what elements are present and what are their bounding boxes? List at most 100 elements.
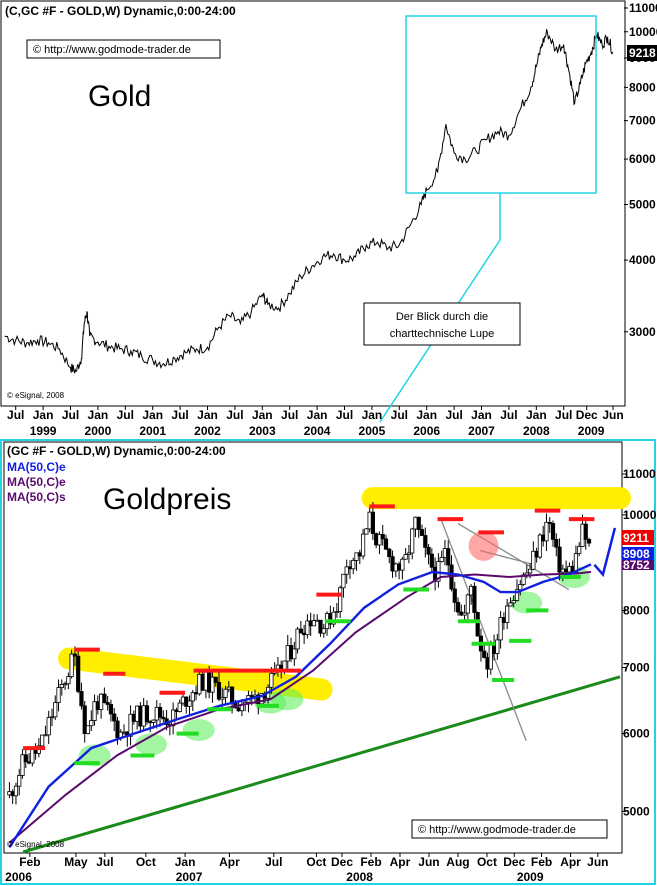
bottom-copyright: © http://www.godmode-trader.de (418, 824, 576, 836)
bottom-last-value-3: 8752 (623, 558, 650, 572)
bottom-chart-title: Goldpreis (103, 483, 231, 516)
top-y-tick-label: 5000 (629, 197, 656, 211)
top-x-month-label: Jul (281, 408, 298, 422)
top-y-tick-label: 11000 (629, 1, 657, 15)
candle-body (334, 611, 339, 614)
top-x-month-label: Jul (7, 408, 24, 422)
candle-body (177, 702, 182, 712)
top-x-month-label: Jan (33, 408, 54, 422)
candle-body (406, 552, 412, 555)
candle-body (62, 683, 68, 686)
top-x-month-label: Jan (88, 408, 109, 422)
candle-body (426, 546, 431, 555)
candle-body (423, 535, 428, 548)
last-value-box-3 (622, 559, 654, 570)
projection-arrow (593, 527, 617, 578)
top-x-month-label: Jul (336, 408, 353, 422)
candle-body (72, 653, 78, 657)
bottom-last-value-2: 8908 (623, 547, 650, 561)
candle-body (311, 620, 317, 627)
candle-body (85, 725, 91, 734)
top-y-tick-label: 8000 (629, 80, 656, 94)
candle-body (56, 687, 61, 703)
bottom-x-year-label: 2007 (176, 870, 203, 884)
yellow-zone (58, 647, 333, 701)
candle-body (387, 548, 392, 558)
callout-line-1: Der Blick durch die (396, 311, 488, 323)
candle-body (554, 538, 559, 548)
candle-body (403, 554, 408, 560)
bottom-last-value-1: 9211 (623, 531, 649, 545)
top-x-month-label: Jul (62, 408, 79, 422)
candle-body (46, 717, 51, 736)
bottom-x-month-label: Dec (331, 855, 353, 869)
top-y-tick-label: 4000 (629, 253, 656, 267)
candle-body (128, 713, 133, 737)
candle-body (557, 546, 562, 573)
top-x-month-label: Jan (362, 408, 383, 422)
candle-body (462, 612, 467, 616)
bottom-x-month-label: Aug (446, 855, 469, 869)
zoom-box (405, 15, 597, 194)
top-x-year-label: 1999 (30, 424, 57, 438)
candle-body (360, 533, 366, 557)
bottom-x-month-label: Feb (531, 855, 552, 869)
grey-trendline (440, 518, 527, 741)
top-x-month-label: Jun (602, 408, 623, 422)
bottom-x-month-label: Dec (503, 855, 525, 869)
candle-body (439, 556, 444, 562)
top-x-year-label: 2006 (413, 424, 440, 438)
bottom-x-month-label: Jul (96, 855, 113, 869)
candle-body (364, 528, 369, 535)
candle-body (161, 716, 166, 720)
resistance-glow-mark (468, 530, 499, 561)
support-glow-mark (182, 719, 215, 742)
top-last-value-box (627, 45, 657, 61)
candle-body (482, 650, 487, 658)
top-price-area (4, 29, 614, 374)
candle-body (144, 705, 150, 723)
top-y-tick-label: 10000 (629, 25, 657, 39)
candle-body (43, 734, 48, 737)
candle-body (92, 701, 97, 721)
candle-body (518, 584, 523, 591)
bottom-x-month-label: Jun (587, 855, 608, 869)
support-glow-mark (78, 744, 111, 767)
candle-body (452, 588, 457, 603)
top-x-month-label: Jan (252, 408, 273, 422)
bottom-y-tick-label: 6000 (623, 727, 650, 741)
green-trendline (22, 675, 621, 854)
bottom-y-tick-label: 10000 (623, 508, 657, 522)
candle-body (23, 754, 28, 763)
candle-body (351, 560, 356, 570)
candle-body (531, 550, 536, 570)
candle-body (344, 566, 349, 575)
top-x-month-label: Jul (555, 408, 572, 422)
bottom-x-month-label: Apr (390, 855, 411, 869)
candle-body (505, 605, 510, 623)
bottom-x-axis: Feb May Jul Oct Jan Apr Jul Oct Dec Feb Apr Jun Aug O… (5, 853, 608, 884)
candle-body (341, 573, 346, 589)
ma-line-purple (8, 570, 592, 844)
candle-body (229, 686, 235, 704)
top-plot-frame (0, 0, 626, 407)
top-x-year-label: 2009 (578, 424, 605, 438)
candle-body (115, 720, 120, 739)
candle-body (292, 648, 297, 660)
candle-body (53, 702, 58, 718)
top-copyright-box (26, 39, 221, 59)
candle-body (577, 546, 582, 554)
top-x-year-label: 2007 (468, 424, 495, 438)
top-copyright: © http://www.godmode-trader.de (33, 44, 191, 56)
top-x-month-label: Jan (526, 408, 547, 422)
candle-body (377, 534, 382, 546)
candle-body (338, 587, 343, 613)
candle-body (318, 619, 323, 634)
top-x-year-label: 2003 (249, 424, 276, 438)
candle-body (354, 552, 359, 561)
candle-body (511, 600, 516, 604)
bottom-x-month-label: Oct (306, 855, 326, 869)
candle-body (151, 719, 156, 723)
candle-body (295, 628, 300, 650)
top-x-month-label: Dec (576, 408, 598, 422)
